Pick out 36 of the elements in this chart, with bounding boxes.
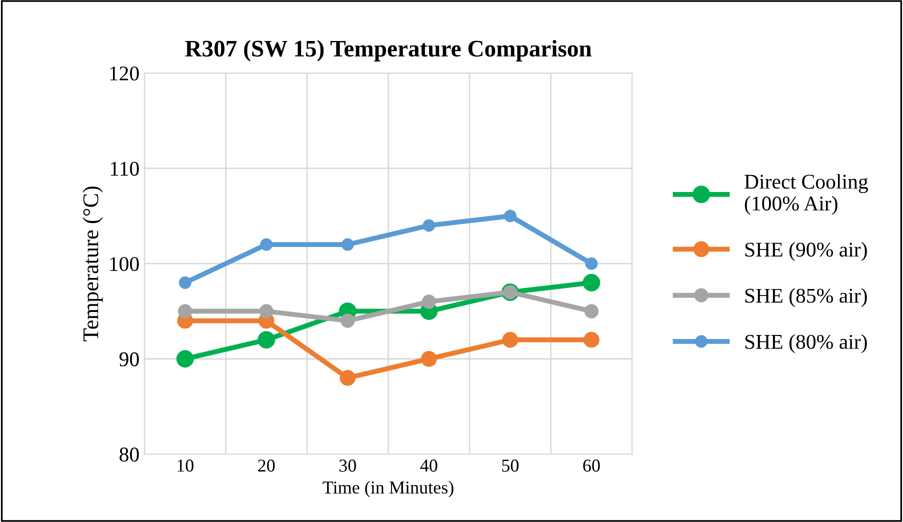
y-tick-label: 80 xyxy=(120,448,139,462)
x-tick-label: 20 xyxy=(258,460,275,472)
legend-label: Direct Cooling (100% Air) xyxy=(744,174,868,215)
point xyxy=(584,332,600,348)
point xyxy=(340,370,356,386)
x-tick-label: 30 xyxy=(339,460,356,472)
y-tick-label: 120 xyxy=(110,66,139,81)
x-tick-label: 10 xyxy=(178,460,194,472)
point xyxy=(176,350,194,368)
x-tick-label: 50 xyxy=(502,460,519,472)
y-tick-label: 90 xyxy=(119,352,139,366)
chart-title: R307 (SW 15) Temperature Comparison xyxy=(185,40,592,62)
legend-label: SHE (90% air) xyxy=(745,242,867,261)
legend-label: SHE (80% air) xyxy=(745,334,867,354)
y-axis-title: Temperature (°C) xyxy=(82,186,103,342)
y-tick-label: 110 xyxy=(110,162,139,176)
point xyxy=(422,219,436,232)
point xyxy=(422,294,436,309)
x-tick-label: 60 xyxy=(583,460,600,472)
point xyxy=(340,314,355,328)
point xyxy=(260,238,273,251)
point xyxy=(584,304,599,318)
point xyxy=(582,274,600,292)
point xyxy=(178,304,192,318)
y-tick-label: 100 xyxy=(110,256,139,272)
point xyxy=(258,331,276,349)
point xyxy=(421,350,437,367)
x-tick-label: 40 xyxy=(420,460,438,472)
legend-label: SHE (85% air) xyxy=(745,288,867,308)
point xyxy=(341,238,354,251)
x-axis-title: Time (in Minutes) xyxy=(322,480,454,498)
point xyxy=(502,332,518,348)
point xyxy=(585,257,598,270)
point xyxy=(259,304,274,318)
point xyxy=(504,210,516,222)
point xyxy=(178,276,192,289)
